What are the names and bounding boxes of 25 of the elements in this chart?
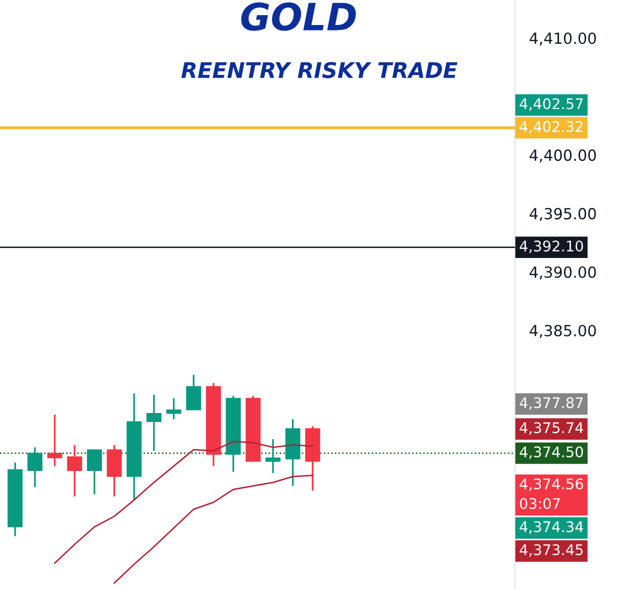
candlestick [265, 438, 280, 474]
candlestick [67, 444, 82, 498]
text: 4,402.57 [520, 98, 583, 111]
chart-title: GOLD [241, 2, 356, 31]
text: 4,374.34 [520, 521, 584, 534]
ref-line-label: 4,402.32 [520, 121, 582, 134]
y-tick-label: 4,395.00 [530, 208, 596, 222]
text: REENTRY RISKY TRADE [181, 62, 458, 78]
y-tick-label: 4,390.00 [530, 266, 596, 280]
y-tick-label: 4,385.00 [530, 324, 596, 338]
y-tick-label: 4,410.00 [530, 32, 596, 46]
ref-line-label: 4,392.10 [520, 240, 583, 254]
text: 4,374.56 03:07 [520, 478, 584, 510]
text: 4,377.87 [520, 397, 583, 410]
text: 4,373.45 [520, 544, 583, 557]
candlestick [146, 394, 162, 452]
y-tick-label: 4,400.00 [530, 149, 596, 163]
candlestick [47, 414, 62, 467]
line-series [114, 474, 314, 584]
text: 4,375.74 [520, 422, 584, 435]
candlestick [86, 448, 102, 495]
ref-line-label: 4,374.50 [520, 446, 583, 459]
candlestick [166, 397, 182, 420]
candlestick [186, 374, 202, 411]
candlestick [27, 446, 42, 488]
